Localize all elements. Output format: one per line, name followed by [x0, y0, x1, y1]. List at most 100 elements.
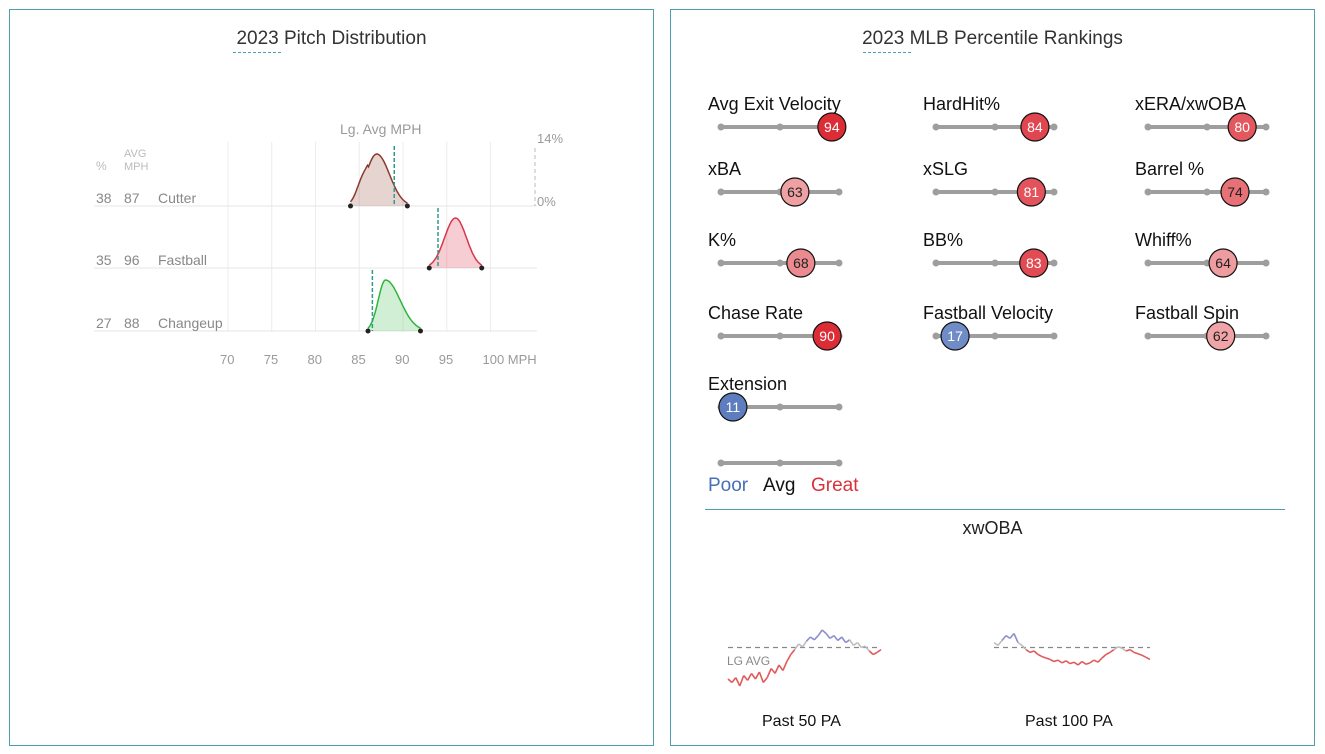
- xwoba-line-segment: [1137, 653, 1143, 656]
- xwoba-line-segment: [754, 671, 761, 680]
- pitch-usage-pct: 38: [96, 190, 112, 206]
- percentile-marker: [812, 321, 842, 351]
- density-endpoint: [365, 328, 371, 334]
- xwoba-line-segment: [864, 645, 870, 652]
- x-tick-label-75: 75: [264, 352, 278, 367]
- xwoba-line-segment: [821, 629, 827, 635]
- x-tick-label-85: 85: [351, 352, 365, 367]
- xwoba-line-segment: [1121, 647, 1127, 652]
- pitch-usage-pct: 27: [96, 315, 112, 331]
- xwoba-line-segment: [762, 677, 768, 683]
- metric-track-tick: [1144, 123, 1152, 131]
- legend-avg: Avg: [763, 475, 796, 496]
- metric-track-tick: [1262, 332, 1270, 340]
- metric-track-tick: [1262, 188, 1270, 196]
- xwoba-line-segment: [1077, 660, 1083, 666]
- metric-track-tick: [991, 188, 999, 196]
- pitch-avg-mph: 96: [124, 252, 140, 268]
- metric-track-tick: [991, 259, 999, 267]
- xwoba-line-segment: [861, 645, 866, 649]
- pitch-density-line: [349, 153, 408, 204]
- metric-label: Fastball Spin: [1135, 303, 1240, 323]
- percentile-value: 83: [1026, 255, 1042, 271]
- percent-min-label: 0%: [537, 194, 556, 209]
- xwoba-line-segment: [805, 636, 811, 642]
- metric-track-tick: [1203, 123, 1211, 131]
- metric-track-tick: [991, 332, 999, 340]
- metric-track-tick: [1050, 259, 1058, 267]
- xwoba-line-segment: [746, 673, 753, 681]
- metric-label: K%: [708, 230, 737, 250]
- xwoba-line-segment: [774, 664, 780, 674]
- percentile-marker: [1227, 112, 1257, 142]
- percentile-marker: [786, 248, 816, 278]
- xwoba-line-segment: [1109, 648, 1115, 654]
- pitch-name: Cutter: [158, 190, 196, 206]
- xwoba-line-segment: [1073, 661, 1079, 666]
- xwoba-line-segment: [798, 643, 804, 648]
- metric-track-tick: [932, 259, 940, 267]
- percentile-marker: [1208, 248, 1238, 278]
- xwoba-line-segment: [782, 661, 788, 671]
- xwoba-line-segment: [1093, 659, 1099, 663]
- mph-header: MPH: [124, 161, 149, 173]
- xwoba-line-segment: [1117, 646, 1123, 649]
- xwoba-line-segment: [1105, 651, 1111, 656]
- xwoba-line-segment: [1129, 648, 1135, 654]
- metric-track-tick: [835, 403, 843, 411]
- percentile-marker: [718, 392, 748, 422]
- pitch-density-area: [350, 154, 408, 206]
- metric-label: xBA: [708, 159, 742, 179]
- metric-track-tick: [932, 123, 940, 131]
- pitch-avg-mph: 88: [124, 315, 140, 331]
- metric-track-tick: [776, 259, 784, 267]
- xwoba-line-segment: [1013, 633, 1019, 643]
- metric-track-tick: [932, 188, 940, 196]
- xwoba-line-segment: [876, 648, 882, 654]
- xwoba-line-segment: [817, 629, 823, 637]
- xwoba-line-segment: [801, 640, 808, 648]
- xwoba-line-segment: [1101, 653, 1107, 659]
- xwoba-line-segment: [786, 654, 792, 662]
- xwoba-line-segment: [993, 641, 999, 647]
- xwoba-line-segment: [1069, 661, 1075, 665]
- xwoba-line-segment: [809, 636, 815, 641]
- pitch-usage-pct: 35: [96, 252, 112, 268]
- xwoba-line-segment: [794, 643, 800, 651]
- xwoba-line-segment: [758, 671, 765, 683]
- percentile-value: 68: [793, 255, 809, 271]
- xwoba-line-segment: [1065, 660, 1071, 665]
- metric-track-tick: [717, 188, 725, 196]
- xwoba-line-segment: [1005, 634, 1011, 640]
- metric-track-tick: [991, 123, 999, 131]
- legend-track-tick: [835, 459, 843, 467]
- metric-track-tick: [932, 332, 940, 340]
- xwoba-line-segment: [790, 649, 796, 655]
- percentile-value: 64: [1215, 255, 1231, 271]
- percentile-marker: [817, 112, 847, 142]
- xwoba-line-segment: [1009, 632, 1015, 639]
- percentile-marker: [1019, 248, 1049, 278]
- xwoba-line-segment: [853, 641, 858, 647]
- xwoba-line-segment: [1085, 662, 1091, 666]
- xwoba-line-segment: [1061, 660, 1067, 664]
- percentile-value: 17: [947, 328, 963, 344]
- xwoba-line-segment: [1001, 635, 1007, 642]
- xwoba-line-segment: [1053, 659, 1059, 663]
- xwoba-line-segment: [1125, 648, 1131, 652]
- xwoba-line-segment: [813, 635, 819, 641]
- xwoba-line-segment: [1021, 644, 1027, 651]
- density-endpoint: [404, 203, 410, 209]
- xwoba-line-segment: [825, 633, 831, 639]
- density-endpoint: [479, 265, 485, 271]
- xwoba-line-segment: [868, 650, 874, 656]
- xwoba-line-segment: [1141, 654, 1147, 659]
- xwoba-line-segment: [1017, 641, 1023, 647]
- metric-label: Chase Rate: [708, 303, 804, 323]
- xwoba-line-segment: [750, 672, 757, 680]
- xwoba-line-segment: [770, 668, 776, 674]
- xwoba-line-segment: [1089, 659, 1095, 664]
- density-endpoint: [426, 265, 432, 271]
- pitch-density-line: [428, 217, 483, 266]
